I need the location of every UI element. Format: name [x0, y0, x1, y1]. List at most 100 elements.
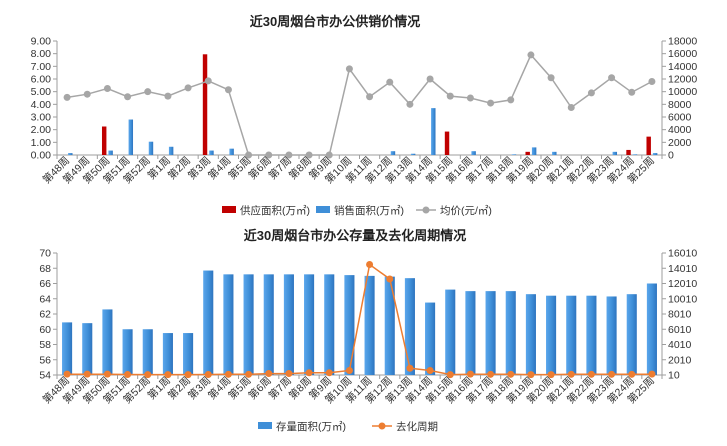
price-point — [345, 65, 353, 73]
price-point — [285, 151, 293, 159]
stock-bar — [384, 276, 395, 375]
price-point — [204, 77, 212, 85]
price-point — [83, 90, 91, 98]
price-point — [386, 78, 394, 86]
right-tick-label: 6000 — [668, 112, 692, 124]
supply-bar — [525, 151, 530, 155]
right-tick-label: 18000 — [668, 36, 697, 48]
left-tick-label: 54 — [39, 370, 51, 382]
left-tick-label: 68 — [39, 263, 51, 275]
stock-bar — [425, 302, 436, 375]
legend-sales-swatch — [316, 206, 330, 213]
legend-supply-swatch — [222, 206, 236, 213]
left-tick-label: 6.00 — [31, 74, 52, 86]
sales-bar — [108, 150, 113, 155]
sales-bar — [612, 151, 618, 155]
left-tick-label: 4.00 — [31, 99, 52, 111]
stock-bar — [304, 274, 315, 375]
cycle-point — [103, 370, 111, 378]
price-point — [527, 51, 535, 59]
cycle-point — [507, 370, 515, 378]
left-tick-label: 62 — [39, 309, 51, 321]
legend-price-marker — [422, 206, 430, 214]
sales-bar — [128, 119, 134, 155]
stock-bar — [485, 291, 496, 375]
sales-bar — [148, 141, 154, 155]
cycle-point — [628, 370, 636, 378]
cycle-point — [547, 371, 555, 379]
price-point — [305, 151, 313, 159]
left-tick-label: 1.00 — [31, 137, 52, 149]
stock-bar — [203, 270, 214, 375]
stock-bar — [122, 329, 133, 375]
stock-bar — [586, 295, 597, 375]
left-tick-label: 56 — [39, 354, 51, 366]
price-point — [587, 89, 595, 97]
price-point — [63, 93, 71, 101]
right-tick-label: 4010 — [668, 339, 692, 351]
cycle-point — [63, 370, 71, 378]
legend-cycle-marker — [378, 422, 386, 430]
cycle-point — [426, 367, 434, 375]
left-tick-label: 70 — [39, 248, 51, 260]
legend-sales-label: 销售面积(万㎡) — [334, 204, 404, 217]
sales-bar — [552, 151, 557, 155]
right-tick-label: 12010 — [668, 278, 697, 290]
chart1-legend: 供应面积(万㎡) 销售面积(万㎡) 均价(元/㎡) — [222, 204, 492, 217]
right-tick-label: 12000 — [668, 74, 697, 86]
cycle-line — [67, 263, 652, 376]
sales-bar — [511, 154, 517, 155]
cycle-point — [204, 370, 212, 378]
legend-stock-swatch — [258, 422, 272, 429]
stock-bar — [646, 283, 657, 375]
price-point — [366, 93, 374, 101]
supply-bar — [202, 54, 208, 155]
sales-bar — [209, 150, 214, 155]
right-tick-label: 2000 — [668, 137, 692, 149]
right-tick-label: 16010 — [668, 248, 697, 260]
stock-bar — [546, 295, 557, 375]
price-point — [245, 151, 253, 159]
legend-supply-label: 供应面积(万㎡) — [240, 204, 310, 217]
sales-bar — [531, 147, 537, 155]
right-tick-label: 2010 — [668, 354, 692, 366]
stock-bar — [263, 274, 274, 375]
cycle-point — [345, 367, 353, 375]
price-point — [164, 92, 172, 100]
sales-bar — [168, 146, 174, 155]
right-tick-label: 10010 — [668, 293, 697, 305]
legend-cycle-label: 去化周期 — [396, 420, 438, 433]
stock-bar — [626, 294, 637, 375]
stock-bar — [465, 291, 476, 375]
legend-price-label: 均价(元/㎡) — [440, 205, 492, 217]
left-tick-label: 0.00 — [31, 150, 52, 162]
cycle-point — [164, 371, 172, 379]
cycle-point — [527, 371, 535, 379]
cycle-point — [587, 370, 595, 378]
left-tick-label: 58 — [39, 339, 51, 351]
left-tick-label: 2.00 — [31, 124, 52, 136]
stock-bar — [162, 333, 173, 375]
sales-bar — [632, 154, 638, 155]
left-tick-label: 60 — [39, 324, 51, 336]
stock-bar — [183, 333, 194, 375]
cycle-point — [446, 371, 454, 379]
price-point — [124, 93, 132, 101]
chart2-legend: 存量面积(万㎡) 去化周期 — [258, 420, 438, 433]
sales-bar — [410, 153, 416, 155]
price-point — [224, 86, 232, 94]
right-tick-label: 10 — [668, 370, 680, 382]
stock-bar — [324, 274, 335, 375]
cycle-point — [487, 370, 495, 378]
price-point — [628, 88, 636, 96]
stock-bar — [525, 294, 536, 375]
right-tick-label: 6010 — [668, 324, 692, 336]
price-point — [144, 88, 152, 96]
left-tick-label: 9.00 — [31, 36, 52, 48]
stock-bar — [364, 275, 375, 375]
stock-bar — [62, 322, 73, 375]
cycle-point — [265, 370, 273, 378]
price-point — [103, 85, 111, 92]
cycle-point — [144, 371, 152, 379]
